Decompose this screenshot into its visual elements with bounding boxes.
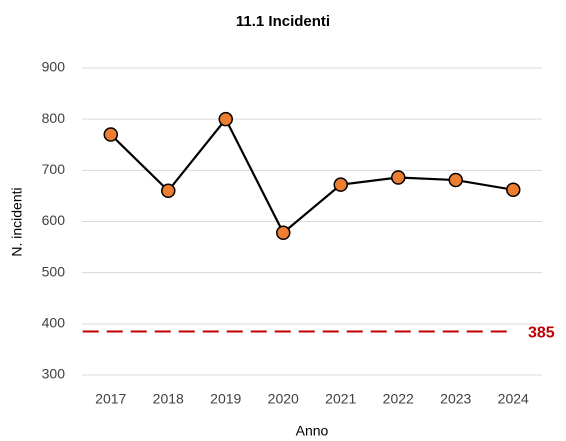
x-tick-label: 2024 (498, 391, 529, 407)
x-tick-label: 2021 (325, 391, 356, 407)
series-line (109, 117, 514, 235)
point (448, 172, 463, 188)
point (103, 127, 118, 142)
reference-label: 385 (528, 325, 555, 342)
point (161, 183, 176, 199)
y-tick-label: 800 (42, 110, 66, 126)
x-tick-label: 2023 (440, 391, 471, 407)
point (333, 177, 348, 192)
point (218, 111, 233, 127)
point (506, 182, 521, 198)
y-tick-label: 300 (42, 366, 66, 382)
x-tick-label: 2022 (383, 391, 414, 407)
x-tick-label: 2020 (268, 391, 299, 407)
y-tick-label: 500 (42, 263, 66, 279)
x-tick-label: 2019 (210, 391, 241, 407)
chart-title: 11.1 Incidenti (236, 13, 330, 30)
point (276, 225, 291, 241)
x-tick-label: 2018 (153, 391, 184, 407)
x-tick-label: 2017 (95, 391, 126, 407)
y-tick-label: 900 (42, 59, 66, 75)
y-tick-label: 600 (42, 212, 66, 228)
point (391, 170, 406, 185)
x-axis-label: Anno (296, 423, 329, 439)
y-tick-label: 700 (42, 161, 66, 177)
y-axis-label: N. incidenti (9, 187, 25, 256)
y-tick-label: 400 (42, 315, 66, 331)
